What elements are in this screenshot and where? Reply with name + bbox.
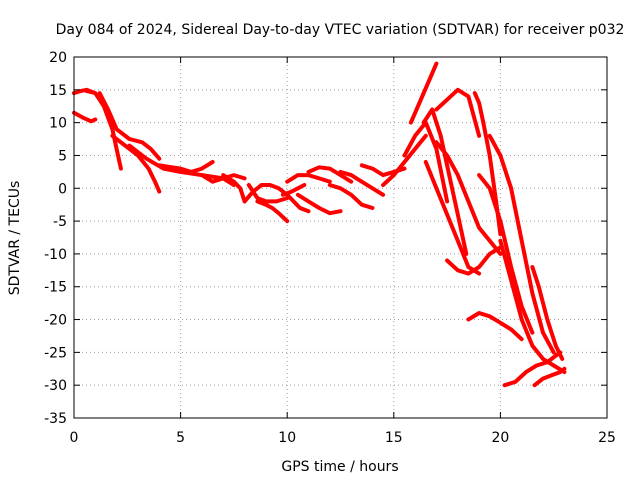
series-arc-30 [477, 173, 535, 335]
plot-frame [73, 56, 608, 419]
series-arc-25 [423, 160, 482, 276]
x-tick-label: 10 [278, 430, 296, 446]
series-arc-32 [498, 238, 567, 375]
grid-layer [74, 57, 607, 418]
y-tick-label: -15 [44, 280, 67, 296]
x-tick-label: 25 [598, 430, 616, 446]
series-arc-8 [199, 173, 247, 184]
series-arc-33 [466, 311, 524, 342]
series-arc-7 [157, 160, 215, 174]
series-arc-5 [110, 133, 162, 194]
series-arc-21 [381, 133, 428, 187]
series-arc-2 [72, 110, 98, 124]
series-arc-4 [97, 91, 162, 161]
series-arc-34 [502, 350, 563, 388]
y-tick-label: 10 [49, 116, 67, 132]
series-arc-36 [532, 366, 567, 388]
y-tick-label: 15 [49, 83, 67, 99]
series-arc-16 [295, 192, 343, 216]
series-arc-27 [434, 87, 482, 138]
series-arc-26 [434, 140, 503, 256]
x-tick-label: 15 [385, 430, 403, 446]
series-arc-10 [242, 183, 290, 204]
y-tick-label: -20 [44, 313, 67, 329]
y-tick-label: 20 [49, 50, 67, 66]
series-arc-35 [530, 265, 565, 361]
series-arc-3 [84, 89, 123, 171]
series-arc-9 [221, 173, 247, 204]
series-arc-18 [327, 183, 375, 210]
series-arc-23 [408, 61, 439, 125]
series-arc-11 [246, 183, 290, 204]
series-arc-12 [255, 199, 290, 224]
x-tick-label: 20 [491, 430, 509, 446]
y-tick-label: 5 [58, 148, 67, 164]
series-arc-14 [285, 173, 332, 184]
chart-title: Day 084 of 2024, Sidereal Day-to-day VTE… [56, 22, 625, 38]
series-layer [72, 61, 567, 388]
y-tick-label: -5 [53, 214, 67, 230]
tick-layer: 0 5 10 15 20 25 -35 -30 -25 -20 -15 -10 -5 0 5 10 15 20 [44, 50, 616, 446]
series-arc-17 [306, 165, 354, 184]
y-tick-label: -10 [44, 247, 67, 263]
y-tick-label: 0 [58, 181, 67, 197]
y-axis-label: SDTVAR / TECUs [7, 181, 23, 296]
x-axis-label: GPS time / hours [281, 459, 398, 475]
series-arc-28 [445, 245, 503, 276]
y-tick-label: -30 [44, 378, 67, 394]
series-arc-15 [285, 192, 311, 214]
y-tick-label: -25 [44, 345, 67, 361]
y-tick-label: -35 [44, 411, 67, 427]
x-tick-label: 5 [176, 430, 185, 446]
x-tick-label: 0 [70, 430, 79, 446]
series-arc-19 [338, 169, 386, 197]
series-arc-31 [487, 133, 556, 355]
